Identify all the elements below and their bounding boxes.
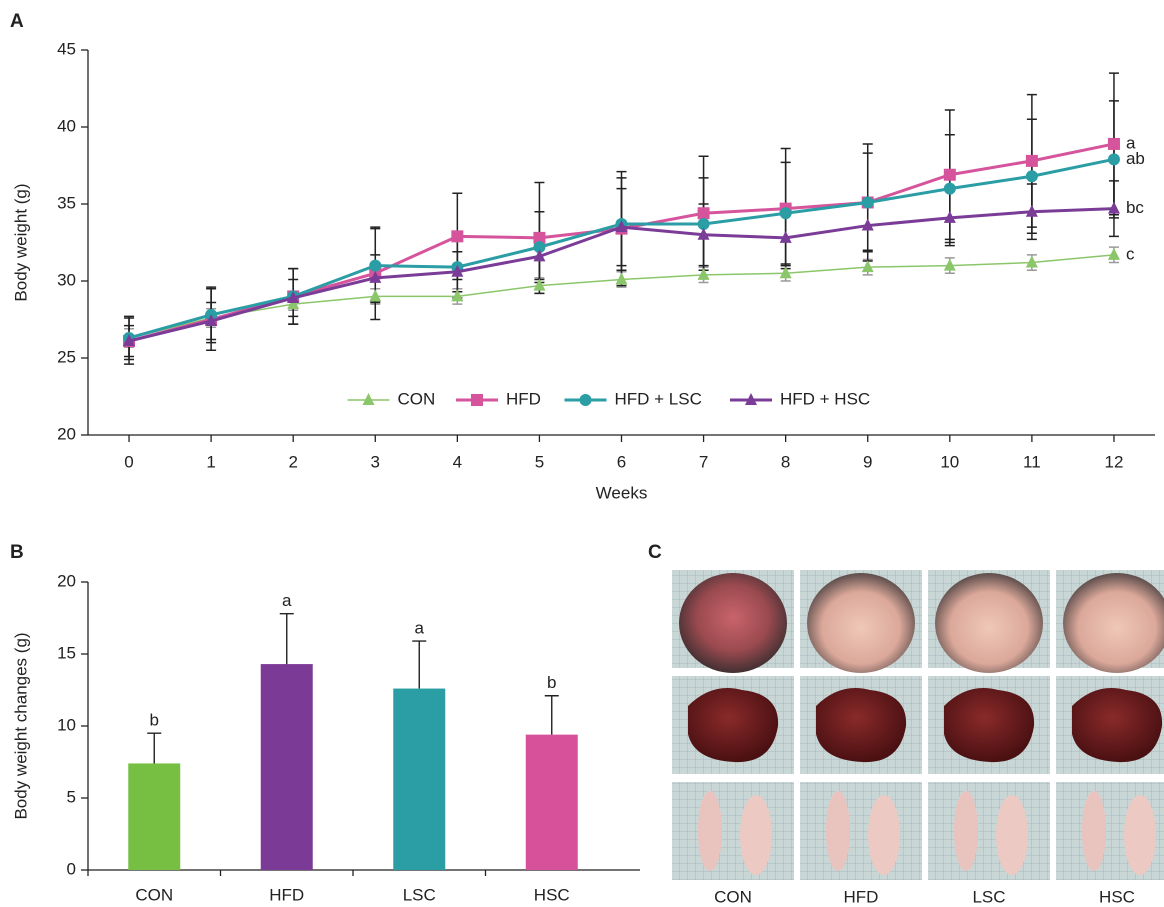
- legend-label: CON: [398, 389, 436, 408]
- photo-content: [679, 573, 787, 673]
- photo-content: [826, 791, 850, 871]
- marker: [780, 207, 792, 219]
- photo: [800, 782, 922, 880]
- x-tick-label: LSC: [403, 885, 436, 904]
- marker: [1108, 138, 1120, 150]
- photo: [672, 782, 794, 880]
- marker: [862, 260, 874, 272]
- error-bar: [545, 696, 559, 735]
- y-tick-label: 0: [67, 859, 76, 878]
- x-tick-label: HFD: [269, 885, 304, 904]
- x-tick-label: 11: [1023, 452, 1041, 471]
- x-tick-label: 9: [863, 452, 872, 471]
- y-axis-label: Body weight changes (g): [11, 632, 30, 819]
- x-tick-label: 1: [206, 452, 215, 471]
- error-bar: [412, 641, 426, 689]
- photo-label: LSC: [972, 887, 1005, 906]
- marker: [1108, 153, 1120, 165]
- figure: A B C 2025303540450123456789101112WeeksB…: [0, 0, 1164, 907]
- x-tick-label: 12: [1105, 452, 1124, 471]
- x-tick-label: 6: [617, 452, 626, 471]
- x-tick-label: 0: [124, 452, 133, 471]
- x-tick-label: 3: [371, 452, 380, 471]
- significance-letter: ab: [1126, 149, 1145, 168]
- photo-content: [868, 795, 900, 875]
- significance-letter: b: [150, 711, 159, 730]
- marker: [698, 207, 710, 219]
- photo-content: [688, 688, 778, 762]
- x-tick-label: 4: [453, 452, 462, 471]
- error-bar: [280, 614, 294, 664]
- significance-letter: a: [415, 619, 425, 638]
- bar: [393, 689, 445, 870]
- photo-content: [698, 791, 722, 871]
- photo-content: [944, 688, 1034, 762]
- photo-label: HFD: [844, 887, 879, 906]
- y-tick-label: 10: [57, 715, 76, 734]
- bar: [526, 735, 578, 870]
- significance-letter: b: [547, 673, 556, 692]
- y-tick-label: 15: [57, 643, 76, 662]
- bar: [261, 664, 313, 870]
- marker: [363, 393, 375, 405]
- y-tick-label: 25: [57, 347, 76, 366]
- photo-content: [935, 573, 1043, 673]
- marker: [471, 394, 483, 406]
- marker: [944, 169, 956, 181]
- photo-content: [740, 795, 772, 875]
- y-tick-label: 40: [57, 116, 76, 135]
- marker: [369, 289, 381, 301]
- marker: [944, 183, 956, 195]
- bar: [128, 763, 180, 870]
- marker: [1108, 248, 1120, 260]
- x-tick-label: 2: [288, 452, 297, 471]
- y-tick-label: 20: [57, 424, 76, 443]
- marker: [451, 230, 463, 242]
- photo-content: [1072, 688, 1162, 762]
- significance-letter: bc: [1126, 198, 1144, 217]
- legend-label: HFD + LSC: [615, 389, 702, 408]
- y-tick-label: 30: [57, 270, 76, 289]
- photo: [928, 782, 1050, 880]
- photo-content: [1082, 791, 1106, 871]
- photo-content: [807, 573, 915, 673]
- error-bar: [147, 733, 161, 763]
- photo-content: [954, 791, 978, 871]
- photo-grid: [672, 570, 1164, 880]
- marker: [862, 196, 874, 208]
- x-tick-label: 5: [535, 452, 544, 471]
- marker: [1026, 170, 1038, 182]
- x-tick-label: 10: [940, 452, 959, 471]
- y-tick-label: 35: [57, 193, 76, 212]
- photo-label: CON: [714, 887, 752, 906]
- photo-content: [996, 795, 1028, 875]
- photo-content: [1124, 795, 1156, 875]
- significance-letter: a: [282, 591, 292, 610]
- photo-label: HSC: [1099, 887, 1135, 906]
- legend-label: HFD: [506, 389, 541, 408]
- photo-content: [816, 688, 906, 762]
- x-tick-label: CON: [135, 885, 173, 904]
- y-tick-label: 20: [57, 571, 76, 590]
- significance-letter: c: [1126, 244, 1135, 263]
- y-tick-label: 5: [67, 787, 76, 806]
- legend-label: HFD + HSC: [780, 389, 870, 408]
- marker: [369, 260, 381, 272]
- marker: [1026, 155, 1038, 167]
- marker: [580, 394, 592, 406]
- panel-label: C: [648, 542, 662, 563]
- panel-label: A: [10, 11, 24, 32]
- x-axis-label: Weeks: [596, 483, 648, 502]
- x-tick-label: HSC: [534, 885, 570, 904]
- y-axis-label: Body weight (g): [11, 183, 30, 301]
- y-tick-label: 45: [57, 39, 76, 58]
- marker: [616, 272, 628, 284]
- panel-label: B: [10, 542, 24, 563]
- x-tick-label: 8: [781, 452, 790, 471]
- x-tick-label: 7: [699, 452, 708, 471]
- marker: [944, 259, 956, 271]
